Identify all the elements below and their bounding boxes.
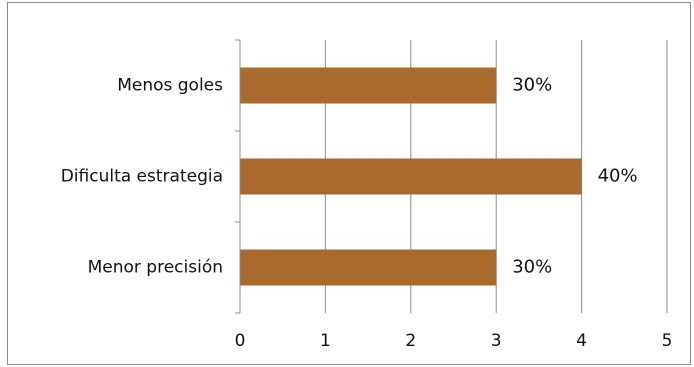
axes <box>235 39 241 314</box>
data-label: 30% <box>512 257 552 278</box>
bar <box>240 249 497 286</box>
x-tick-label: 0 <box>235 331 246 351</box>
category-label: Dificulta estrategia <box>61 167 223 187</box>
labels: 0 1 2 3 4 5 Menos goles 30% Dificulta estrategia… <box>61 75 673 352</box>
bar <box>240 67 497 104</box>
x-tick-label: 2 <box>405 331 416 351</box>
data-label: 40% <box>598 166 638 187</box>
bars <box>240 67 582 286</box>
x-tick-label: 1 <box>320 331 331 351</box>
bar <box>240 158 582 195</box>
x-tick-label: 5 <box>662 331 673 351</box>
data-label: 30% <box>512 75 552 96</box>
x-tick-label: 4 <box>576 331 587 351</box>
x-tick-label: 3 <box>491 331 502 351</box>
category-label: Menor precisión <box>88 258 223 278</box>
category-label: Menos goles <box>117 76 223 96</box>
